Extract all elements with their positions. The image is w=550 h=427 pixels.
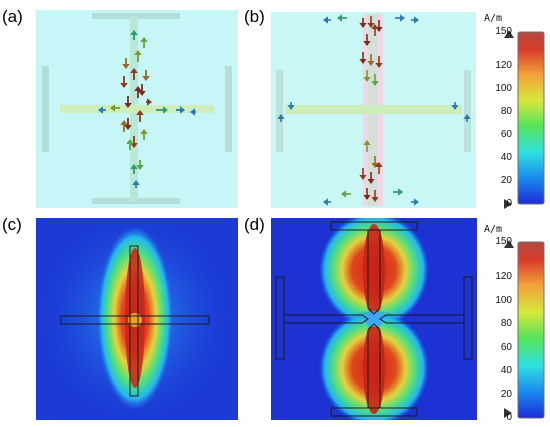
colorbar-bottom-tick-label: 0	[506, 412, 512, 423]
field-vector-arrowhead	[120, 120, 128, 125]
colorbar-bottom-min-marker-icon	[504, 408, 512, 418]
field-vector-arrowhead	[134, 86, 142, 91]
colorbar-top-tick-label: 60	[500, 129, 512, 141]
field-vector-arrowhead	[400, 14, 405, 22]
field-vector-arrowhead	[371, 24, 379, 29]
panel-b-vector-field	[271, 12, 476, 208]
colorbar-bottom-tick-label: 150	[495, 236, 512, 247]
field-vector-arrowhead	[367, 61, 375, 66]
field-vector-arrowhead	[375, 63, 383, 68]
colorbar-bottom-tick-label: 40	[500, 365, 512, 377]
field-vector-arrowhead	[120, 83, 128, 88]
field-vector-arrowhead	[124, 103, 132, 108]
field-vector-arrowhead	[414, 198, 419, 206]
field-vector-arrowhead	[277, 114, 285, 119]
panel-d-field-map	[271, 218, 477, 420]
field-vector-arrowhead	[398, 188, 403, 196]
panel-b-label: (b)	[244, 7, 265, 26]
field-vector-arrowhead	[463, 114, 471, 119]
field-vector-arrowhead	[140, 129, 148, 134]
field-vector-arrowhead	[371, 81, 379, 86]
colorbar-top	[516, 30, 546, 206]
colorbar-top-tick-label: 40	[500, 152, 512, 164]
field-vector-arrowhead	[163, 106, 168, 114]
colorbar-top-min-marker-icon	[504, 199, 512, 209]
field-vector-arrowhead	[359, 175, 367, 180]
panel-a-label: (a)	[2, 7, 23, 26]
field-vector-arrowhead	[375, 162, 383, 167]
field-vector-arrowhead	[451, 105, 459, 110]
field-vector-arrowhead	[142, 76, 150, 81]
field-vector-arrowhead	[136, 165, 144, 170]
field-vector-arrowhead	[323, 198, 328, 206]
field-vector-arrowhead	[190, 108, 195, 116]
field-vector-arrowhead	[371, 163, 379, 168]
colorbar-top-tick-label: 80	[500, 106, 512, 118]
field-vector-arrowhead	[140, 37, 148, 42]
field-vector-arrowhead	[359, 23, 367, 28]
field-vector-arrowhead	[147, 98, 152, 106]
field-vector-arrowhead	[180, 106, 185, 114]
colorbar-bottom-tick-label: 80	[500, 318, 512, 330]
panel-c-label: (c)	[2, 215, 22, 234]
field-vector-arrowhead	[130, 143, 138, 148]
panel-d-label: (d)	[244, 215, 265, 234]
field-vector-arrowhead	[130, 30, 138, 35]
colorbar-bottom-max-marker-icon	[504, 240, 514, 248]
field-vector-arrowhead	[371, 197, 379, 202]
colorbar-bottom-tick-label: 120	[495, 271, 512, 283]
colorbar-top-tick-label: 20	[500, 175, 512, 187]
field-vector-arrowhead	[136, 110, 144, 115]
field-vector-arrowhead	[363, 195, 371, 200]
colorbar-bottom-tick-label: 60	[500, 341, 512, 353]
field-vector-arrowhead	[98, 106, 103, 114]
field-vector-arrowhead	[359, 59, 367, 64]
colorbar-bottom-tick-label: 20	[500, 388, 512, 400]
field-vector-arrowhead	[130, 68, 138, 73]
colorbar-bottom-tick-label: 100	[495, 294, 512, 306]
colorbar-top-tick-label: 100	[495, 83, 512, 95]
field-vector-arrowhead	[134, 50, 142, 55]
field-vector-arrowhead	[110, 104, 115, 112]
colorbar-top-tick-label: 0	[506, 198, 512, 209]
field-vector-arrowhead	[126, 139, 134, 144]
field-vector-arrowhead	[367, 179, 375, 184]
field-vector-arrowhead	[367, 23, 375, 28]
field-vector-arrowhead	[363, 41, 371, 46]
field-vector-arrowhead	[341, 190, 346, 198]
field-vector-arrowhead	[130, 164, 138, 169]
field-vector-arrowhead	[132, 180, 140, 185]
field-vector-arrowhead	[414, 16, 419, 24]
field-vector-arrowhead	[323, 16, 328, 24]
colorbar-bottom	[516, 240, 546, 420]
colorbar-unit-label-top: A/m	[484, 13, 503, 24]
field-vector-arrowhead	[124, 125, 132, 130]
colorbar-top-tick-label: 120	[495, 60, 512, 72]
panel-c-field-map	[36, 218, 238, 420]
colorbar-unit-label-bottom: A/m	[484, 224, 503, 235]
field-vector-arrowhead	[287, 105, 295, 110]
field-vector-arrowhead	[363, 140, 371, 145]
colorbar-top-max-marker-icon	[504, 30, 514, 38]
panel-a-vector-field	[36, 10, 238, 208]
field-vector-arrowhead	[138, 91, 146, 96]
colorbar-top-tick-label: 150	[495, 26, 512, 37]
field-vector-arrowhead	[337, 14, 342, 22]
field-vector-arrowhead	[122, 64, 130, 69]
field-vector-arrowhead	[363, 77, 371, 82]
